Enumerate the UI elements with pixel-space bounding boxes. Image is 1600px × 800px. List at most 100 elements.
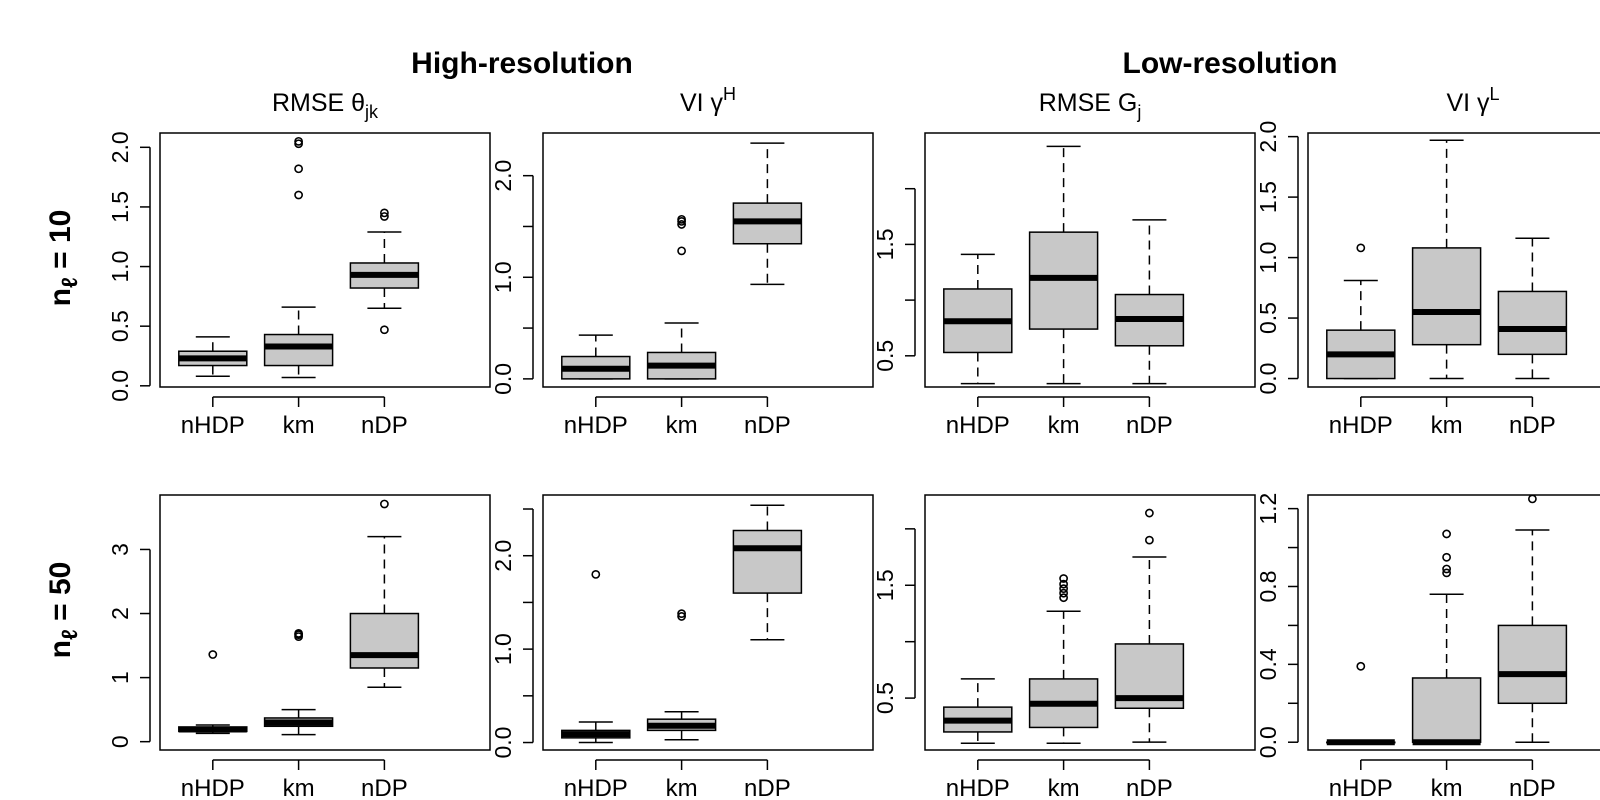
box-nHDP bbox=[561, 334, 631, 380]
x-category-label: km bbox=[1048, 412, 1080, 439]
x-category-label: nHDP bbox=[1329, 412, 1393, 439]
box-nHDP bbox=[561, 569, 631, 744]
x-category-label: km bbox=[1431, 775, 1463, 800]
panel-1-3: RMSE Gj 0.5 1.5 nHDP km nDP bbox=[872, 89, 1256, 439]
outlier-point bbox=[1442, 564, 1451, 574]
box-nHDP bbox=[178, 650, 248, 735]
box-km bbox=[646, 214, 717, 380]
panel-2-3: 0.5 1.5 nHDP km nDP bbox=[872, 494, 1256, 800]
row-label-ne-50: nℓ = 50 bbox=[44, 562, 82, 659]
x-category-label: nHDP bbox=[564, 775, 628, 800]
outlier-point bbox=[1442, 529, 1451, 539]
x-category-label: nDP bbox=[744, 775, 791, 800]
panel-title: RMSE Gj bbox=[1039, 89, 1142, 122]
y-tick-label: 1.5 bbox=[1255, 181, 1281, 213]
y-tick-label: 1.2 bbox=[1255, 493, 1281, 525]
y-tick-label: 0.0 bbox=[1255, 363, 1281, 395]
x-category-label: nDP bbox=[1126, 775, 1173, 800]
plot-frame bbox=[159, 494, 491, 751]
outlier-point bbox=[677, 214, 686, 224]
box-iqr bbox=[1411, 677, 1482, 743]
x-category-label: nHDP bbox=[1329, 775, 1393, 800]
y-tick-label: 0.5 bbox=[872, 340, 898, 372]
y-tick-label: 0.0 bbox=[490, 727, 516, 759]
box-km bbox=[263, 628, 334, 736]
box-iqr bbox=[732, 529, 803, 594]
box-nHDP bbox=[178, 336, 248, 378]
outlier-point bbox=[1356, 661, 1366, 671]
outlier-point bbox=[1059, 579, 1068, 589]
outlier-point bbox=[677, 609, 686, 619]
x-category-label: nDP bbox=[1509, 775, 1556, 800]
outlier-point bbox=[1442, 552, 1451, 562]
box-iqr bbox=[1497, 290, 1568, 356]
outlier-point bbox=[1059, 584, 1068, 594]
outlier-point bbox=[294, 164, 303, 174]
x-category-label: nHDP bbox=[946, 775, 1010, 800]
y-tick-label: 0.0 bbox=[490, 363, 516, 395]
panel-1-1: RMSE θjk 0.0 0.5 1.0 1.5 2.0 nHDP km nDP bbox=[107, 89, 491, 439]
y-tick-label: 1.5 bbox=[872, 228, 898, 260]
x-category-label: nHDP bbox=[181, 412, 245, 439]
x-category-label: km bbox=[283, 775, 315, 800]
box-nDP bbox=[1497, 237, 1568, 380]
y-tick-label: 0 bbox=[107, 735, 133, 748]
x-category-label: km bbox=[1431, 412, 1463, 439]
y-tick-label: 1 bbox=[107, 671, 133, 684]
box-km bbox=[1028, 145, 1099, 385]
x-category-label: km bbox=[666, 412, 698, 439]
outlier-point bbox=[1442, 568, 1451, 578]
box-nHDP bbox=[1326, 661, 1396, 746]
x-category-label: nDP bbox=[1509, 412, 1556, 439]
y-tick-label: 2.0 bbox=[490, 540, 516, 572]
y-tick-label: 2 bbox=[107, 607, 133, 620]
outlier-point bbox=[379, 325, 389, 335]
row-label-ne-10: nℓ = 10 bbox=[44, 210, 82, 307]
outlier-point bbox=[677, 246, 686, 256]
box-km bbox=[1411, 139, 1482, 380]
x-category-label: nHDP bbox=[946, 412, 1010, 439]
box-nDP bbox=[1497, 494, 1568, 743]
x-category-label: nHDP bbox=[564, 412, 628, 439]
y-tick-label: 1.0 bbox=[490, 633, 516, 665]
group-title-high-resolution: High-resolution bbox=[411, 47, 633, 80]
box-nDP bbox=[1114, 219, 1185, 385]
x-category-label: km bbox=[666, 775, 698, 800]
outlier-point bbox=[1528, 494, 1537, 504]
outlier-point bbox=[1059, 593, 1068, 603]
y-tick-label: 2.0 bbox=[107, 131, 133, 163]
plot-frame bbox=[924, 132, 1256, 388]
panel-title: VI γH bbox=[680, 84, 736, 117]
y-tick-label: 0.8 bbox=[1255, 570, 1281, 602]
x-category-label: nDP bbox=[361, 412, 408, 439]
outlier-point bbox=[379, 499, 389, 509]
box-km bbox=[263, 136, 334, 379]
panel-2-2: 0.0 1.0 2.0 nHDP km nDP bbox=[490, 494, 874, 800]
box-km bbox=[646, 609, 717, 741]
outlier-point bbox=[1145, 535, 1154, 545]
outlier-point bbox=[591, 569, 601, 579]
box-nHDP bbox=[1326, 243, 1396, 380]
panel-2-4: 0.0 0.4 0.8 1.2 nHDP km nDP bbox=[1255, 493, 1600, 800]
outlier-point bbox=[1059, 588, 1068, 598]
outlier-point bbox=[1145, 508, 1154, 518]
outlier-point bbox=[208, 650, 218, 659]
x-category-label: nDP bbox=[1126, 412, 1173, 439]
box-nHDP bbox=[943, 253, 1013, 385]
box-km bbox=[1411, 529, 1482, 746]
plot-frame bbox=[159, 132, 491, 388]
box-nDP bbox=[349, 208, 420, 335]
plot-frame bbox=[1307, 132, 1600, 388]
x-category-label: km bbox=[1048, 775, 1080, 800]
y-tick-label: 1.5 bbox=[107, 191, 133, 223]
group-title-low-resolution: Low-resolution bbox=[1123, 47, 1338, 80]
y-tick-label: 0.5 bbox=[1255, 302, 1281, 334]
box-iqr bbox=[1411, 247, 1482, 346]
box-iqr bbox=[349, 612, 420, 669]
panel-title: RMSE θjk bbox=[272, 89, 379, 122]
y-tick-label: 0.4 bbox=[1255, 648, 1281, 680]
box-nDP bbox=[1114, 508, 1185, 743]
outlier-point bbox=[677, 220, 686, 229]
y-tick-label: 1.0 bbox=[107, 251, 133, 283]
